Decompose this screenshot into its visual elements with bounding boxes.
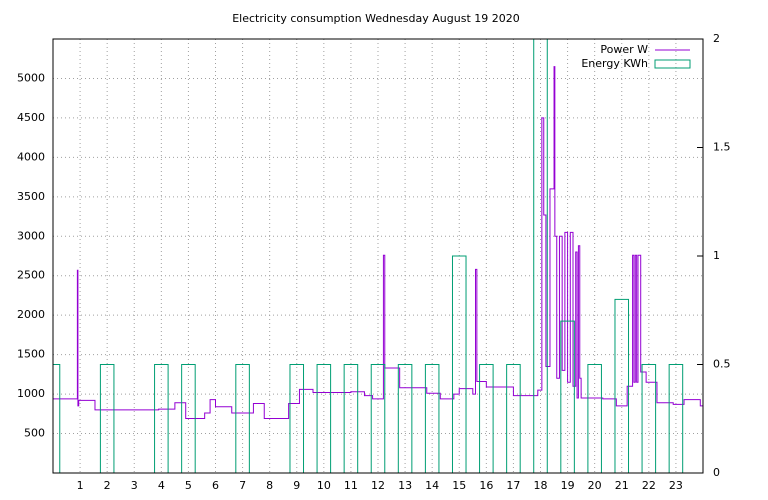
y-tick-label: 5000 [17,71,45,84]
y2-tick-label: 0.5 [713,358,731,371]
x-tick-label: 17 [506,479,520,492]
y-tick-label: 4500 [17,111,45,124]
x-tick-label: 10 [317,479,331,492]
energy-box [479,364,494,473]
x-tick-label: 2 [104,479,111,492]
x-tick-label: 23 [669,479,683,492]
energy-box [99,364,115,473]
y-tick-label: 3500 [17,190,45,203]
y-tick-label: 500 [24,427,45,440]
y-tick-label: 2500 [17,269,45,282]
x-tick-label: 14 [425,479,439,492]
energy-box [506,364,521,473]
energy-box [370,364,386,473]
x-tick-label: 7 [239,479,246,492]
y2-tick-label: 1.5 [713,141,731,154]
x-tick-label: 18 [534,479,548,492]
x-tick-label: 16 [479,479,493,492]
y-tick-label: 1000 [17,387,45,400]
energy-box [424,364,440,473]
energy-box [316,364,332,473]
y2-tick-label: 0 [713,466,720,479]
energy-box [560,320,575,473]
legend-label: Energy KWh [581,57,648,70]
y-tick-label: 3000 [17,229,45,242]
x-tick-label: 19 [561,479,575,492]
x-tick-label: 6 [212,479,219,492]
chart-title: Electricity consumption Wednesday August… [232,12,520,25]
plot-area [53,39,703,473]
x-tick-label: 5 [185,479,192,492]
legend-label: Power W [600,43,648,56]
energy-box [451,255,467,473]
energy-box [154,364,169,473]
x-tick-label: 11 [344,479,358,492]
x-tick-label: 8 [266,479,273,492]
x-tick-label: 1 [77,479,84,492]
y-tick-label: 1500 [17,348,45,361]
energy-box [289,364,305,473]
energy-box [587,364,602,473]
x-tick-label: 9 [293,479,300,492]
power-line [53,66,703,420]
x-tick-label: 4 [158,479,165,492]
legend-swatch [654,59,691,69]
x-tick-label: 20 [588,479,602,492]
y2-tick-label: 2 [713,32,720,45]
x-tick-label: 12 [371,479,385,492]
energy-box [235,364,250,473]
x-tick-label: 15 [452,479,466,492]
x-tick-label: 22 [642,479,656,492]
y2-tick-label: 1 [713,249,720,262]
energy-box [397,364,413,473]
x-tick-label: 3 [131,479,138,492]
grid [53,39,703,473]
y-tick-label: 4000 [17,150,45,163]
energy-box [641,364,657,473]
energy-box [668,364,684,473]
x-tick-label: 13 [398,479,412,492]
labels: 500 1000 1500 2000 2500 3000 3500 4000 4500 5000 0… [17,32,731,492]
x-tick-label: 21 [615,479,629,492]
energy-box [614,298,630,473]
y-tick-label: 2000 [17,308,45,321]
energy-box [343,364,359,473]
energy-box [533,39,548,473]
energy-box [181,364,196,473]
